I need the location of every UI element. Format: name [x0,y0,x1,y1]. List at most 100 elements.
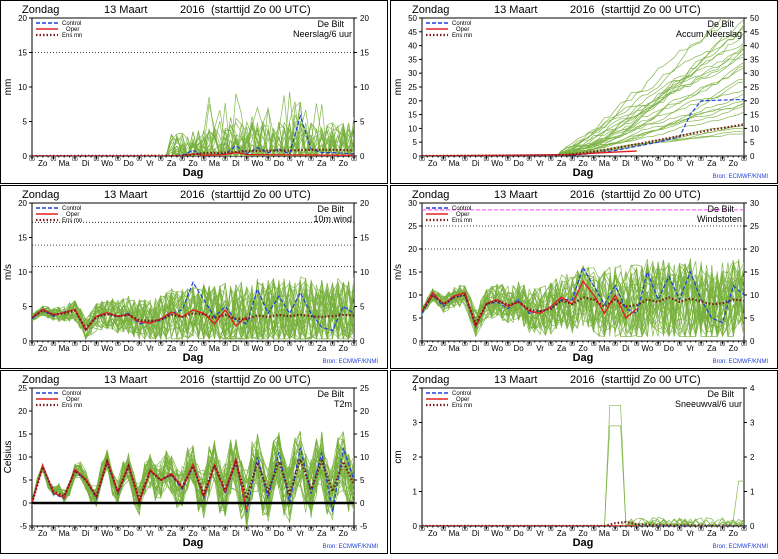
header-year: 2016 [570,189,594,201]
x-tick-label: 00 [351,342,357,348]
legend-ensmean-label: Ens mn [62,218,82,224]
header-date: 13 Maart [104,189,147,201]
x-day-label: Zo [188,344,198,353]
x-day-label: Ma [449,159,461,168]
x-tick-label: 00 [287,527,293,533]
y-tick-label-right: 1 [750,488,755,497]
x-day-label: Wo [641,529,653,538]
panel-wind10m: Zondag 13 Maart 2016 (starttijd Zo 00 UTC) 0… [0,185,388,369]
x-tick-label: 00 [29,157,35,163]
header-date: 13 Maart [104,374,147,386]
header-year: 2016 [180,4,204,16]
x-axis-label: Dag [573,352,594,364]
x-day-label: Ma [209,529,221,538]
x-tick-label: 00 [698,342,704,348]
x-tick-label: 00 [115,157,121,163]
header-run: (starttijd Zo 00 UTC) [211,374,311,386]
y-tick-label-right: 15 [360,49,369,58]
x-tick-label: 00 [612,157,618,163]
header-year: 2016 [570,374,594,386]
x-axis-label: Dag [183,352,204,364]
source-credit: Bron: ECMWF/KNMI [713,359,769,365]
y-tick-label-left: 0 [413,152,418,161]
y-tick-label-right: 20 [360,407,369,416]
source-credit: Bron: ECMWF/KNMI [323,359,379,365]
y-tick-label-right: 0 [360,499,365,508]
x-day-label: Za [557,529,567,538]
x-tick-label: 00 [201,342,207,348]
y-tick-label-left: 25 [408,222,417,231]
x-day-label: Za [707,159,717,168]
y-tick-label-left: 25 [18,384,27,393]
x-tick-label: 00 [351,527,357,533]
x-day-label: Vr [296,159,304,168]
y-tick-label-right: 0 [360,337,365,346]
x-tick-label: 00 [158,157,164,163]
x-day-label: Zo [578,529,588,538]
x-axis-label: Dag [183,167,204,179]
x-tick-label: 00 [222,157,228,163]
x-day-label: Di [622,344,630,353]
ensemble-member-line [422,261,744,338]
x-tick-label: 00 [419,157,425,163]
x-day-label: Di [472,159,480,168]
y-tick-label-left: 20 [18,199,27,208]
station-label: De Bilt [707,389,734,399]
legend-control-label: Control [452,206,471,212]
panel-precip6h: Zondag 13 Maart 2016 (starttijd Zo 00 UTC) 0… [0,0,388,184]
legend-ensmean-label: Ens mn [452,403,472,409]
x-tick-label: 00 [484,527,490,533]
x-day-label: Do [664,159,675,168]
y-tick-label-right: 20 [360,14,369,23]
x-day-label: Vr [296,529,304,538]
header-run: (starttijd Zo 00 UTC) [601,4,701,16]
x-day-label: Vr [536,344,544,353]
x-tick-label: 00 [591,157,597,163]
x-tick-label: 00 [137,157,143,163]
x-day-label: Di [622,159,630,168]
x-axis-label: Dag [573,537,594,549]
y-tick-label-left: 30 [408,199,417,208]
ensemble-member-line [422,65,744,156]
x-day-label: Zo [339,159,349,168]
y-tick-label-left: 20 [408,97,417,106]
y-tick-label-right: 4 [750,384,755,393]
x-day-label: Zo [729,344,739,353]
ensemble-member-line [32,123,354,156]
legend-ensmean-label: Ens mn [452,218,472,224]
header-day: Zondag [412,189,449,201]
y-tick-label-left: 30 [408,69,417,78]
x-tick-label: 00 [505,342,511,348]
y-tick-label-right: 40 [750,42,759,51]
x-tick-label: 00 [330,157,336,163]
ensemble-member-line [422,519,744,526]
x-tick-label: 00 [741,157,747,163]
x-tick-label: 00 [308,157,314,163]
y-tick-label-left: 10 [18,453,27,462]
y-tick-label-right: 2 [750,453,755,462]
header-date: 13 Maart [494,374,537,386]
legend-control-label: Control [452,391,471,397]
x-tick-label: 00 [655,342,661,348]
station-label: De Bilt [317,19,344,29]
ensmean-series-line [32,309,354,331]
y-tick-label-left: 35 [408,55,417,64]
oper-series-line [422,279,638,329]
x-tick-label: 00 [94,157,100,163]
x-day-label: Do [123,159,134,168]
ensemble-member-line [32,121,354,156]
x-day-label: Ma [59,529,71,538]
ensemble-member-line [422,18,731,156]
x-tick-label: 00 [179,342,185,348]
x-day-label: Di [232,529,240,538]
y-tick-label-right: 5 [360,118,365,127]
y-tick-label-left: 5 [23,118,28,127]
station-label: De Bilt [317,204,344,214]
x-tick-label: 00 [51,157,57,163]
x-tick-label: 00 [222,342,228,348]
ensemble-member-line [422,520,744,526]
x-day-label: Vr [536,529,544,538]
x-tick-label: 00 [569,342,575,348]
x-tick-label: 00 [29,342,35,348]
x-day-label: Zo [729,529,739,538]
